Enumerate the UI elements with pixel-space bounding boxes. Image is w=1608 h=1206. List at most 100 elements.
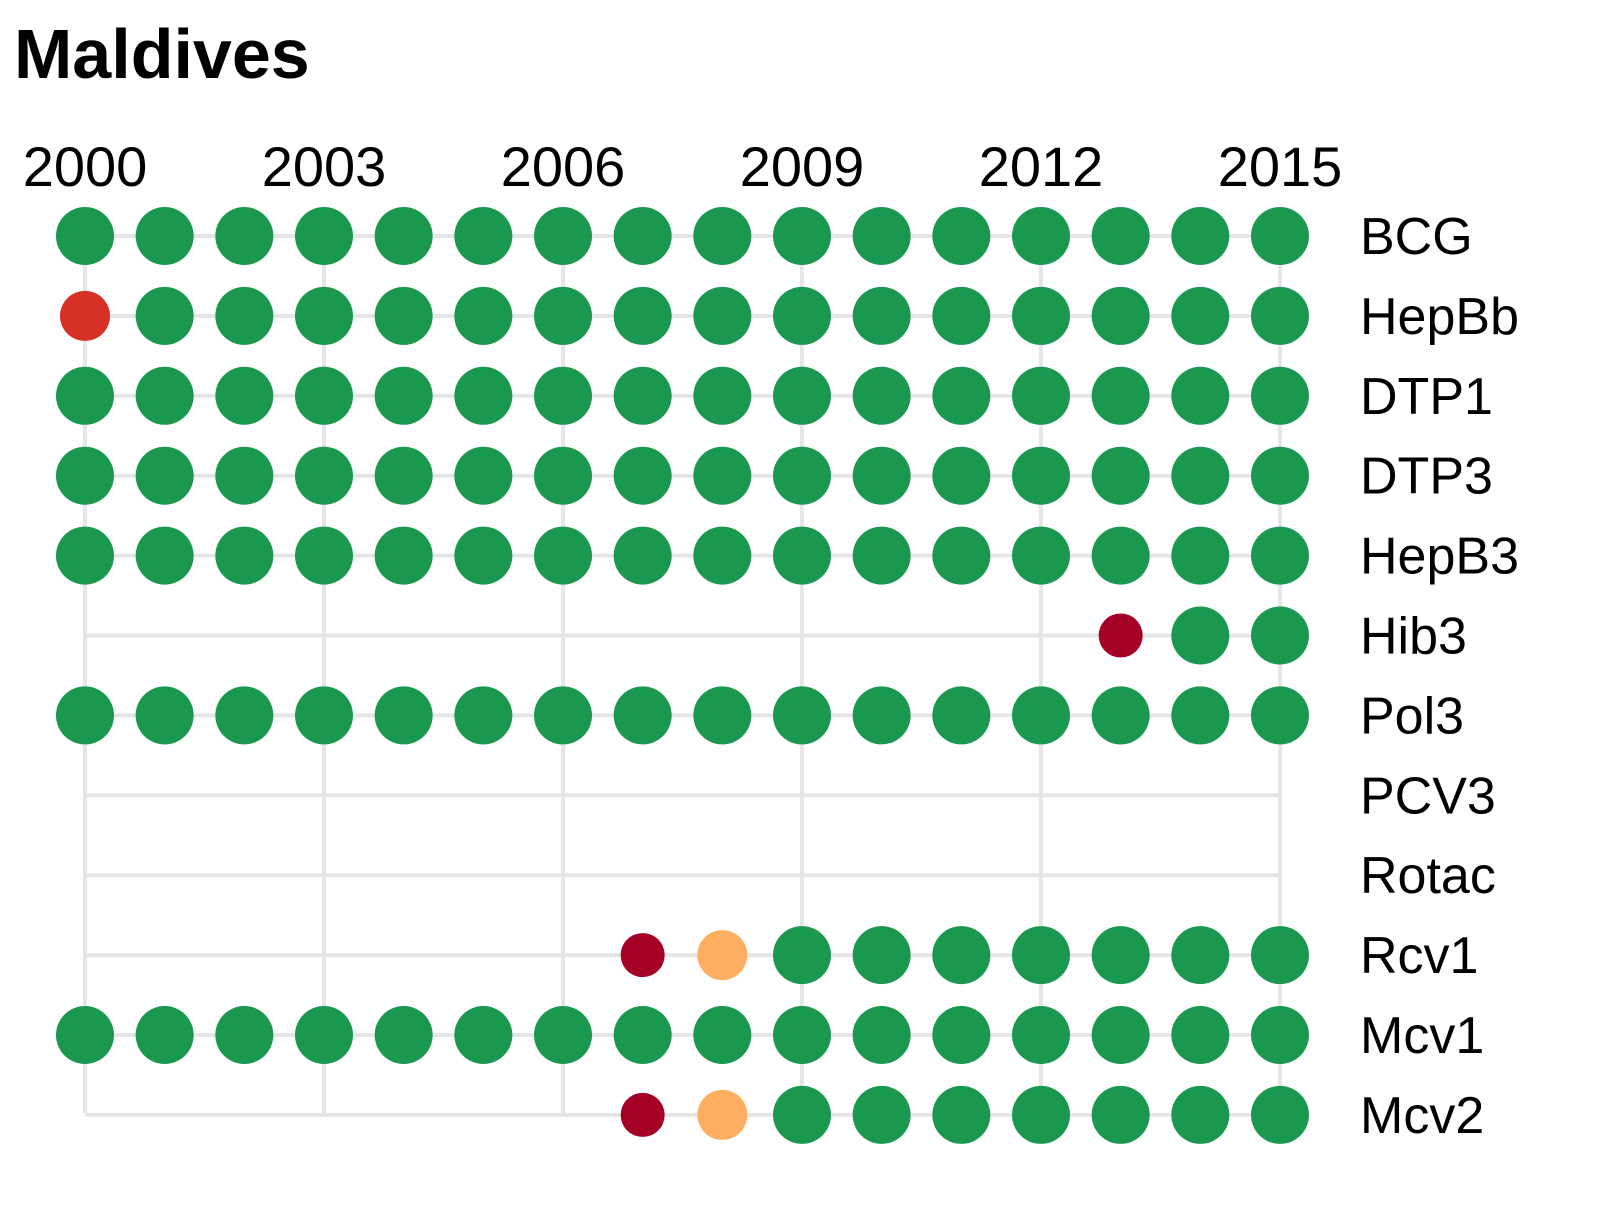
point-mcv2-2007 xyxy=(620,1092,665,1137)
point-hepbb-2007 xyxy=(613,286,672,345)
row-label-pcv3: PCV3 xyxy=(1360,767,1496,825)
point-mcv1-2011 xyxy=(932,1006,991,1064)
point-bcg-2000 xyxy=(56,207,114,265)
point-dtp1-2013 xyxy=(1091,366,1150,425)
point-dtp1-2008 xyxy=(693,366,752,425)
point-hib3-2013 xyxy=(1098,613,1143,658)
point-mcv2-2009 xyxy=(773,1085,831,1144)
point-bcg-2015 xyxy=(1251,207,1309,265)
point-pol3-2015 xyxy=(1251,686,1309,745)
point-mcv1-2000 xyxy=(56,1006,114,1064)
point-hepb3-2010 xyxy=(852,526,911,585)
row-label-hepbb: HepBb xyxy=(1360,288,1519,346)
x-tick-label: 2015 xyxy=(1218,135,1343,198)
point-dtp1-2015 xyxy=(1251,366,1309,425)
point-hepbb-2010 xyxy=(852,286,911,345)
point-bcg-2012 xyxy=(1012,207,1070,265)
point-mcv1-2001 xyxy=(135,1006,194,1064)
point-bcg-2005 xyxy=(454,207,513,265)
point-bcg-2003 xyxy=(295,207,353,265)
point-pol3-2001 xyxy=(135,686,194,745)
point-hepb3-2015 xyxy=(1251,526,1309,585)
point-dtp3-2012 xyxy=(1012,446,1070,505)
row-label-rotac: Rotac xyxy=(1360,847,1496,905)
data-points xyxy=(56,207,1309,1144)
point-mcv1-2006 xyxy=(534,1006,592,1064)
point-hepb3-2004 xyxy=(374,526,433,585)
point-pol3-2000 xyxy=(56,686,114,745)
point-mcv1-2003 xyxy=(295,1006,353,1064)
point-hepb3-2000 xyxy=(56,526,114,585)
point-hepb3-2005 xyxy=(454,526,513,585)
point-hepbb-2015 xyxy=(1251,286,1309,345)
row-label-bcg: BCG xyxy=(1360,208,1473,266)
row-label-hib3: Hib3 xyxy=(1360,608,1467,666)
chart-title: Maldives xyxy=(14,15,310,93)
point-mcv1-2014 xyxy=(1171,1006,1230,1064)
point-bcg-2002 xyxy=(215,207,274,265)
point-mcv2-2010 xyxy=(852,1085,911,1144)
point-hepb3-2002 xyxy=(215,526,274,585)
point-hepb3-2008 xyxy=(693,526,752,585)
point-bcg-2014 xyxy=(1171,207,1230,265)
point-dtp3-2008 xyxy=(693,446,752,505)
point-rcv1-2008 xyxy=(697,930,748,981)
point-bcg-2004 xyxy=(374,207,433,265)
x-tick-label: 2003 xyxy=(262,135,387,198)
point-mcv1-2002 xyxy=(215,1006,274,1064)
point-mcv1-2012 xyxy=(1012,1006,1070,1064)
row-label-dtp3: DTP3 xyxy=(1360,448,1493,506)
point-hib3-2015 xyxy=(1251,606,1309,665)
point-dtp1-2004 xyxy=(374,366,433,425)
point-hepbb-2012 xyxy=(1012,286,1070,345)
point-pol3-2004 xyxy=(374,686,433,745)
point-pol3-2007 xyxy=(613,686,672,745)
point-dtp1-2011 xyxy=(932,366,991,425)
point-bcg-2006 xyxy=(534,207,592,265)
row-label-pol3: Pol3 xyxy=(1360,687,1464,745)
row-label-mcv2: Mcv2 xyxy=(1360,1087,1484,1145)
point-pol3-2008 xyxy=(693,686,752,745)
point-hepb3-2003 xyxy=(295,526,353,585)
point-rcv1-2007 xyxy=(620,933,665,978)
point-dtp1-2014 xyxy=(1171,366,1230,425)
point-hepbb-2000 xyxy=(60,290,110,341)
point-dtp3-2007 xyxy=(613,446,672,505)
point-mcv1-2007 xyxy=(613,1006,672,1064)
point-dtp1-2005 xyxy=(454,366,513,425)
point-dtp1-2002 xyxy=(215,366,274,425)
point-dtp1-2006 xyxy=(534,366,592,425)
point-pol3-2014 xyxy=(1171,686,1230,745)
point-dtp3-2004 xyxy=(374,446,433,505)
point-mcv1-2005 xyxy=(454,1006,513,1064)
point-hepbb-2001 xyxy=(135,286,194,345)
point-bcg-2013 xyxy=(1091,207,1150,265)
point-mcv2-2012 xyxy=(1012,1085,1070,1144)
row-label-dtp1: DTP1 xyxy=(1360,368,1493,426)
point-mcv2-2014 xyxy=(1171,1085,1230,1144)
point-hepbb-2009 xyxy=(773,286,831,345)
point-hepb3-2013 xyxy=(1091,526,1150,585)
point-bcg-2001 xyxy=(135,207,194,265)
point-rcv1-2010 xyxy=(852,926,911,985)
point-rcv1-2015 xyxy=(1251,926,1309,985)
row-label-hepb3: HepB3 xyxy=(1360,528,1519,586)
point-mcv2-2008 xyxy=(697,1089,748,1140)
point-hib3-2014 xyxy=(1171,606,1230,665)
point-dtp3-2013 xyxy=(1091,446,1150,505)
point-dtp3-2009 xyxy=(773,446,831,505)
point-pol3-2013 xyxy=(1091,686,1150,745)
row-label-rcv1: Rcv1 xyxy=(1360,927,1478,985)
point-pol3-2010 xyxy=(852,686,911,745)
point-hepb3-2014 xyxy=(1171,526,1230,585)
x-tick-label: 2006 xyxy=(501,135,626,198)
point-hepbb-2013 xyxy=(1091,286,1150,345)
point-dtp1-2003 xyxy=(295,366,353,425)
point-hepb3-2009 xyxy=(773,526,831,585)
point-bcg-2009 xyxy=(773,207,831,265)
point-hepbb-2008 xyxy=(693,286,752,345)
point-pol3-2011 xyxy=(932,686,991,745)
point-hepb3-2001 xyxy=(135,526,194,585)
point-dtp3-2015 xyxy=(1251,446,1309,505)
